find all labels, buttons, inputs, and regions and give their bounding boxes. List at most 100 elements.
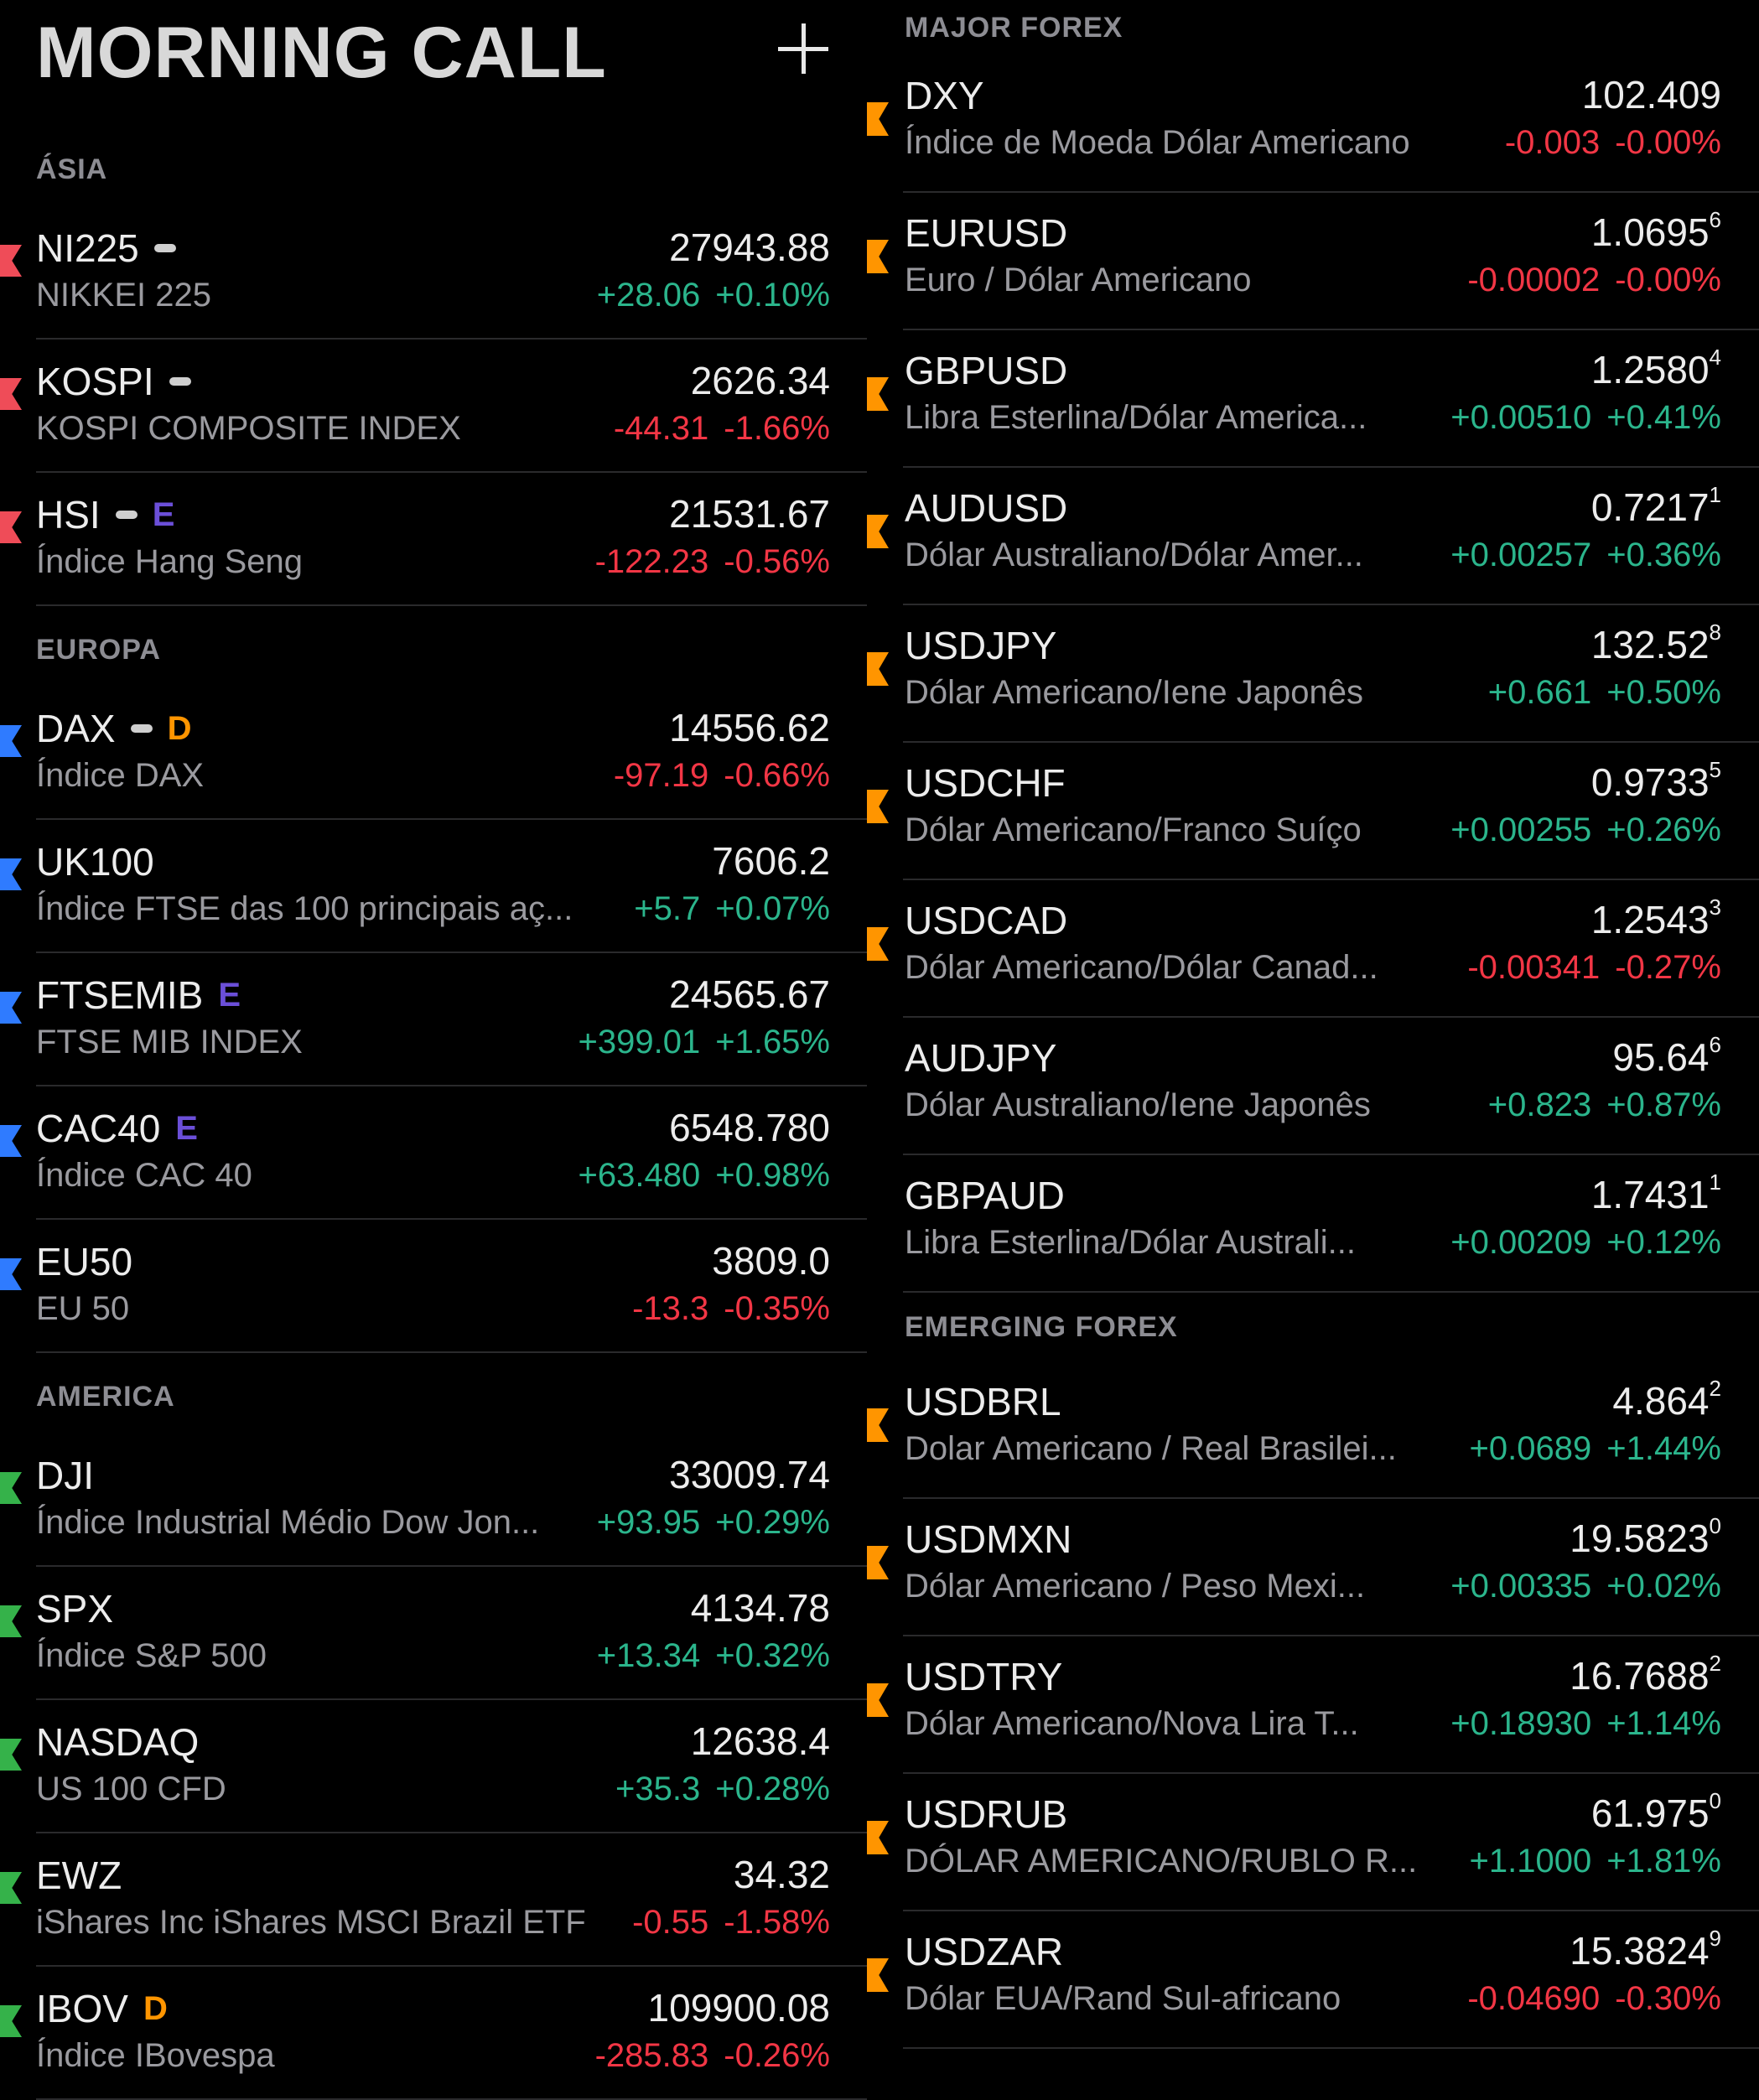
symbol-row[interactable]: GBPUSD Libra Esterlina/Dólar America... 1.… [867,330,1759,468]
symbol-description: FTSE MIB INDEX [36,1024,303,1060]
symbol-description: Índice FTSE das 100 principais aç... [36,890,573,927]
last-price: 27943.88 [669,225,830,270]
change-abs: -0.04690 [1467,1980,1601,2017]
symbol-row[interactable]: USDJPY Dólar Americano/Iene Japonês 132.52… [867,605,1759,743]
app-header: MORNING CALL [0,0,867,126]
price-main: 4134.78 [690,1586,830,1630]
symbol-description: NIKKEI 225 [36,277,212,314]
price-change: +0.00257 +0.36% [1450,537,1721,574]
symbol-row[interactable]: SPX Índice S&P 500 4134.78 +13.34 +0.32% [0,1567,867,1700]
price-main: 4.864 [1612,1379,1710,1423]
flag-icon [867,240,889,273]
symbol-row[interactable]: USDBRL Dolar Americano / Real Brasilei...… [867,1361,1759,1499]
symbol-row[interactable]: FTSEMIB E FTSE MIB INDEX 24565.67 +399.01 +1.… [0,953,867,1086]
change-abs: -0.55 [632,1904,709,1941]
change-pct: -0.30% [1615,1980,1721,2017]
symbol-row[interactable]: DAX D Índice DAX 14556.62 -97.19 -0.66% [0,687,867,820]
price-main: 19.5823 [1570,1517,1710,1560]
change-pct: +0.02% [1606,1568,1721,1605]
symbol-description: Dólar Americano/Dólar Canad... [905,949,1378,986]
price-change: -13.3 -0.35% [632,1290,830,1328]
last-price: 15.38249 [1570,1926,1721,1973]
earnings-badge: E [152,495,175,533]
market-closed-icon [153,244,176,252]
symbol-row[interactable]: EU50 EU 50 3809.0 -13.3 -0.35% [0,1220,867,1353]
symbol-row[interactable]: IBOV D Índice IBovespa 109900.08 -285.83 -0.2… [0,1967,867,2100]
section-header: AMERICA [36,1381,175,1413]
price-change: -0.04690 -0.30% [1467,1980,1721,2018]
symbol-row[interactable]: HSI E Índice Hang Seng 21531.67 -122.23 -0.56… [0,473,867,606]
ticker-symbol: USDCHF [905,761,1066,805]
symbol-row[interactable]: DJI Índice Industrial Médio Dow Jon... 330… [0,1434,867,1567]
last-price: 4.8642 [1612,1376,1721,1423]
add-symbol-button[interactable] [778,23,828,74]
change-abs: +0.18930 [1450,1705,1592,1742]
last-price: 1.06956 [1591,207,1721,255]
symbol-line: UK100 [36,838,154,885]
flag-icon [867,377,889,411]
change-abs: +28.06 [596,277,701,314]
symbol-row[interactable]: USDMXN Dólar Americano / Peso Mexi... 19.5… [867,1499,1759,1636]
change-pct: +1.14% [1606,1705,1721,1742]
symbol-row[interactable]: USDTRY Dólar Americano/Nova Lira T... 16.7… [867,1636,1759,1774]
change-abs: +0.00335 [1450,1568,1592,1605]
symbol-line: DXY [905,72,984,119]
change-pct: -0.27% [1615,949,1721,986]
symbol-line: CAC40 E [36,1105,198,1152]
symbol-row[interactable]: USDRUB DÓLAR AMERICANO/RUBLO R... 61.9750 +… [867,1774,1759,1911]
ticker-symbol: AUDUSD [905,486,1068,530]
price-pip: 0 [1709,1512,1721,1538]
change-abs: +0.00257 [1450,537,1592,573]
flag-icon [0,1872,22,1904]
price-change: -285.83 -0.26% [595,2037,830,2075]
change-pct: +0.32% [715,1637,830,1674]
symbol-row[interactable]: USDCAD Dólar Americano/Dólar Canad... 1.25… [867,880,1759,1018]
symbol-description: Dólar EUA/Rand Sul-africano [905,1980,1341,2017]
last-price: 102.409 [1582,72,1721,117]
price-main: 12638.4 [690,1719,830,1763]
symbol-line: USDJPY [905,622,1056,669]
price-main: 95.64 [1612,1035,1710,1079]
price-change: -0.00002 -0.00% [1467,262,1721,299]
symbol-row[interactable]: NASDAQ US 100 CFD 12638.4 +35.3 +0.28% [0,1700,867,1833]
last-price: 21531.67 [669,491,830,537]
change-pct: -0.66% [724,757,830,794]
symbol-line: AUDUSD [905,485,1067,531]
symbol-row[interactable]: EWZ iShares Inc iShares MSCI Brazil ETF 34… [0,1833,867,1967]
price-pip: 6 [1709,1031,1721,1057]
symbol-row[interactable]: AUDUSD Dólar Australiano/Dólar Amer... 0.7… [867,468,1759,605]
symbol-row[interactable]: CAC40 E Índice CAC 40 6548.780 +63.480 +0.98% [0,1086,867,1220]
symbol-row[interactable]: NI225 NIKKEI 225 27943.88 +28.06 +0.10% [0,206,867,340]
symbol-row[interactable]: UK100 Índice FTSE das 100 principais aç..… [0,820,867,953]
price-main: 3809.0 [712,1239,830,1283]
price-change: +0.00510 +0.41% [1450,399,1721,437]
change-pct: -0.00% [1615,262,1721,298]
ticker-symbol: FTSEMIB [36,973,204,1017]
section-header: ÁSIA [36,153,108,185]
symbol-row[interactable]: USDZAR Dólar EUA/Rand Sul-africano 15.3824… [867,1911,1759,2049]
change-pct: +0.98% [715,1157,830,1194]
symbol-line: SPX [36,1585,113,1632]
symbol-line: GBPUSD [905,347,1067,394]
left-column: MORNING CALL ÁSIA NI225 NIKKEI 225 27943.88… [0,0,867,2100]
price-main: 21531.67 [669,492,830,536]
change-abs: +5.7 [634,890,701,927]
price-pip: 4 [1709,344,1721,370]
price-main: 0.7217 [1590,485,1710,529]
symbol-row[interactable]: DXY Índice de Moeda Dólar Americano 102.40… [867,55,1759,193]
symbol-row[interactable]: EURUSD Euro / Dólar Americano 1.06956 -0.00… [867,193,1759,330]
price-main: 61.975 [1590,1791,1710,1835]
symbol-line: GBPAUD [905,1172,1065,1219]
symbol-description: Euro / Dólar Americano [905,262,1252,298]
last-price: 61.9750 [1590,1788,1721,1836]
symbol-row[interactable]: AUDJPY Dólar Australiano/Iene Japonês 95.6… [867,1018,1759,1155]
symbol-line: KOSPI [36,358,191,405]
symbol-row[interactable]: USDCHF Dólar Americano/Franco Suíço 0.9733… [867,743,1759,880]
symbol-row[interactable]: KOSPI KOSPI COMPOSITE INDEX 2626.34 -44.31-… [0,340,867,473]
symbol-line: NI225 [36,225,176,272]
price-main: 6548.780 [669,1106,830,1149]
flag-icon [867,1958,889,1992]
symbol-description: Índice Industrial Médio Dow Jon... [36,1504,540,1541]
symbol-description: iShares Inc iShares MSCI Brazil ETF [36,1904,586,1941]
symbol-row[interactable]: GBPAUD Libra Esterlina/Dólar Australi... 1… [867,1155,1759,1293]
